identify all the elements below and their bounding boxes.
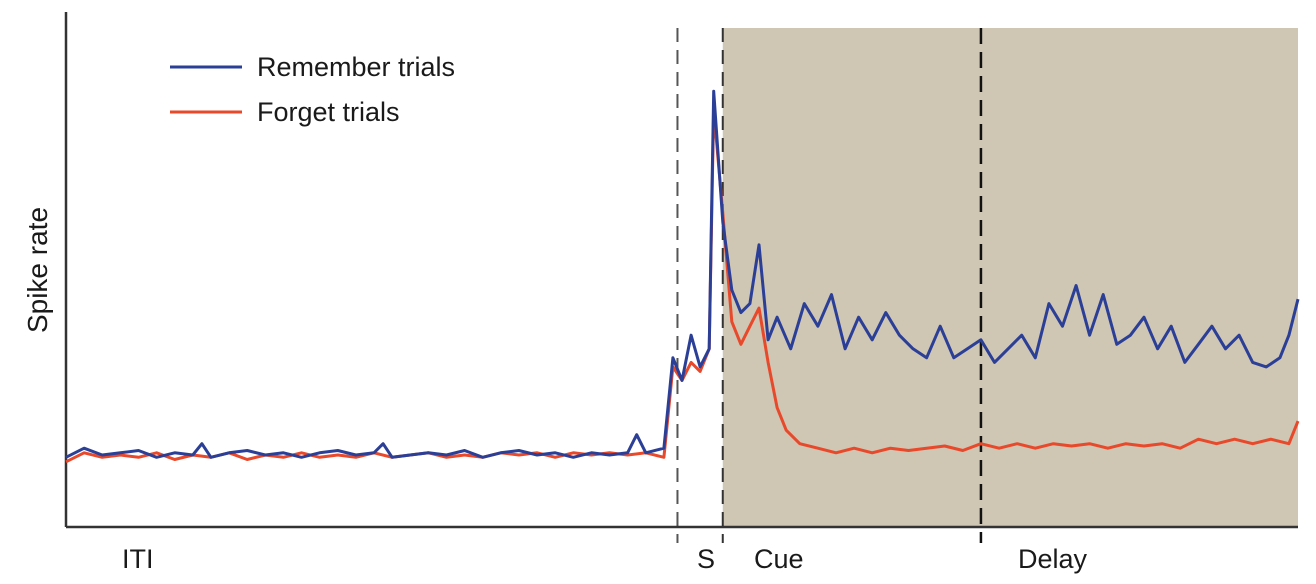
shaded-region-layer xyxy=(722,28,1298,527)
epoch-label-s: S xyxy=(697,544,715,574)
series-line-remember xyxy=(65,89,1300,459)
legend-label-remember: Remember trials xyxy=(257,52,455,82)
epoch-label-delay: Delay xyxy=(1018,544,1088,574)
legend: Remember trials Forget trials xyxy=(170,52,455,127)
epoch-label-iti: ITI xyxy=(122,544,154,574)
epoch-label-layer: ITI S Cue Delay xyxy=(122,544,1088,574)
axes xyxy=(64,12,1298,529)
epoch-label-cue: Cue xyxy=(754,544,804,574)
shaded-cue-delay-region xyxy=(722,28,1298,527)
y-axis-label: Spike rate xyxy=(22,207,53,333)
legend-label-forget: Forget trials xyxy=(257,97,400,127)
divider-layer xyxy=(676,28,983,543)
series-layer xyxy=(65,89,1300,464)
